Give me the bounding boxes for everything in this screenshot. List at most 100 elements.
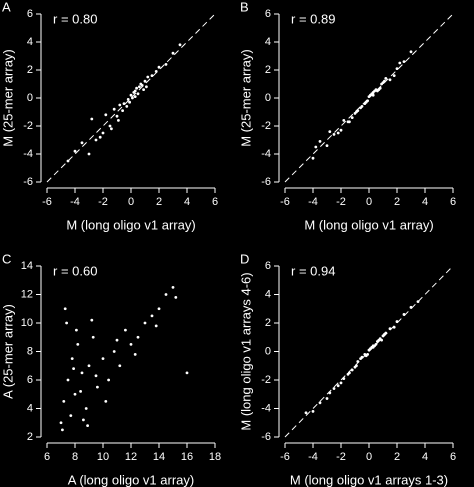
point [73,149,77,153]
point [129,342,133,346]
point [125,105,129,108]
annotation: r = 0.89 [291,11,335,26]
y-axis-label: M (25-mer array) [238,49,253,147]
y-tick-label: 2 [27,64,33,76]
x-tick-label: -4 [308,451,318,463]
point [139,82,143,86]
y-tick-label: 4 [27,36,33,48]
point [118,103,122,107]
point [325,144,329,148]
point [318,140,322,143]
y-tick-label: 2 [265,317,271,329]
x-tick-label: -4 [308,196,318,208]
point [325,397,329,400]
point [121,109,124,112]
point [133,95,137,98]
point [336,131,340,135]
point [402,60,406,63]
y-axis-label: M (25-mer array) [0,49,15,147]
x-tick-label: 6 [44,451,50,463]
x-tick-label: 0 [366,196,372,208]
x-tick-label: 4 [422,451,428,463]
point [143,321,147,325]
point [129,93,133,97]
x-tick-label: 10 [97,451,109,463]
point [128,100,132,104]
point [138,85,141,89]
reference-line [284,13,454,183]
point [314,145,318,149]
point [383,333,386,336]
point [131,96,134,100]
point [348,371,351,375]
point [373,89,376,93]
point [87,364,91,368]
point [383,79,386,83]
x-tick-label: 4 [184,196,190,208]
point [154,324,158,328]
point [86,424,89,427]
y-tick-label: 4 [265,288,271,300]
x-tick-label: 14 [153,451,165,463]
point [154,70,158,73]
y-tick-label: -6 [261,431,271,443]
y-tick-label: 6 [27,374,33,386]
point [145,85,148,89]
point [416,300,420,304]
point [332,387,336,390]
point [328,391,332,395]
point [87,152,91,156]
panel-label: A [2,0,11,14]
point [91,335,95,339]
point [135,86,139,90]
point [328,130,332,134]
point [110,127,113,131]
point [96,385,99,389]
y-tick-label: 14 [21,260,33,272]
point [355,110,358,114]
point [377,338,381,342]
point [104,399,108,403]
point [90,117,94,121]
point [388,327,392,331]
point [118,364,122,368]
y-axis-label: M (long oligo v1 arrays 4-6) [238,272,253,430]
point [363,352,367,356]
y-tick-label: -2 [23,120,33,132]
point [371,345,375,349]
point [174,295,178,299]
x-tick-label: -4 [70,196,80,208]
point [332,133,336,136]
x-axis-label: M (long oligo v1 array) [304,217,433,232]
point [107,378,110,382]
point [150,314,154,318]
y-tick-label: 10 [21,317,33,329]
point [369,347,372,351]
x-axis-label: A (long oligo v1 array) [68,472,194,487]
x-tick-label: 2 [394,196,400,208]
y-tick-label: 2 [27,431,33,443]
y-tick-label: -6 [261,176,271,188]
point [178,43,182,47]
x-tick-label: -6 [42,196,52,208]
point [350,116,354,119]
point [70,357,74,361]
annotation: r = 0.94 [291,263,335,278]
y-tick-label: 2 [265,64,271,76]
point [392,74,396,77]
y-tick-label: -4 [261,148,271,160]
point [359,106,362,110]
y-tick-label: 0 [265,92,271,104]
annotation: r = 0.80 [53,11,97,26]
y-tick-label: -4 [261,402,271,414]
point [90,318,94,322]
x-tick-label: -2 [336,196,346,208]
point [112,350,116,353]
point [126,98,130,101]
y-axis-label: A (25-mer array) [0,304,15,399]
point [157,307,161,311]
x-tick-label: 6 [212,196,218,208]
point [392,325,396,329]
y-tick-label: 4 [265,36,271,48]
